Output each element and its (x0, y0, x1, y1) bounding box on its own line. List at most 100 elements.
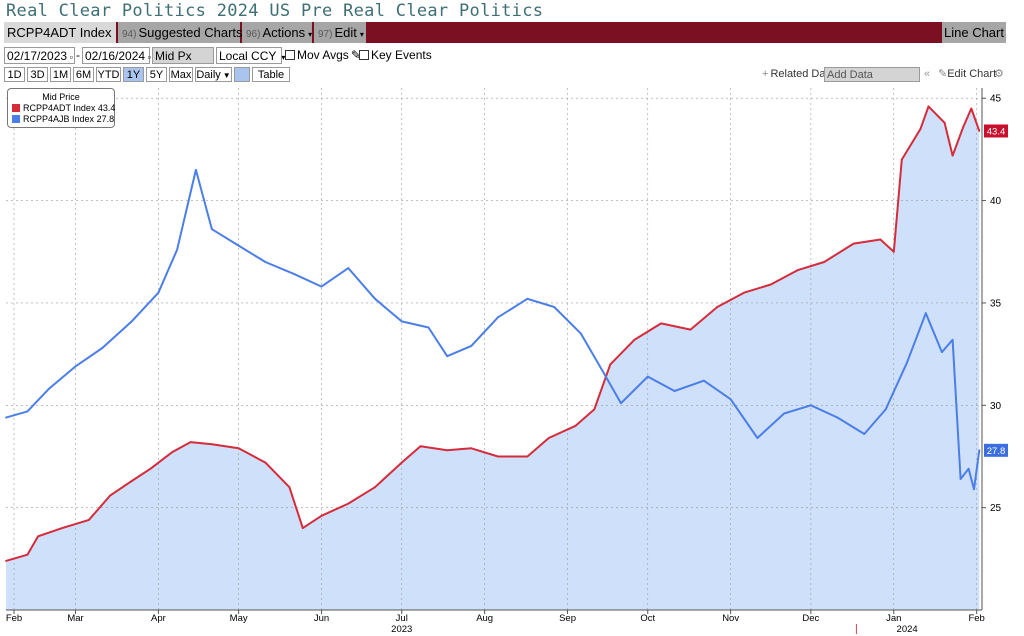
range-button-ytd[interactable]: YTD (96, 67, 121, 82)
range-button-1m[interactable]: 1M (50, 67, 71, 82)
edit-chart-button[interactable]: ✎Edit Chart (938, 67, 996, 82)
data-point (810, 404, 812, 407)
dropdown-arrow-icon: ▾ (359, 30, 364, 39)
data-point (5, 560, 7, 562)
legend-label-rcpp4ajb: RCPP4AJB Index (23, 114, 95, 124)
data-point (716, 306, 719, 308)
data-point (941, 351, 943, 353)
window-title: Real Clear Politics 2024 US Pre Real Cle… (6, 1, 544, 21)
data-point (130, 480, 133, 482)
line-chart-label: Line Chart (942, 22, 1006, 43)
data-point (419, 445, 422, 448)
data-point (176, 248, 179, 251)
data-point (978, 130, 981, 132)
edit-chart-label: Edit Chart (947, 68, 997, 80)
checkbox-icon[interactable] (359, 50, 369, 60)
data-point (593, 408, 596, 411)
data-point (919, 127, 922, 130)
x-tick-label: Apr (151, 613, 166, 624)
data-point (400, 320, 403, 323)
data-point (157, 291, 160, 294)
add-data-input[interactable]: Add Data (824, 67, 920, 82)
data-point (863, 433, 866, 435)
data-point (967, 467, 970, 470)
range-button-6m[interactable]: 6M (73, 67, 94, 82)
end-date-input[interactable]: 02/16/2024 ▫ (82, 47, 151, 64)
y-tick-label: 30 (990, 401, 1002, 412)
data-point (497, 316, 499, 319)
edit-button[interactable]: 97) Edit ▾ (314, 22, 366, 43)
data-point (924, 312, 927, 315)
end-date-value: 02/16/2024 (85, 49, 146, 63)
data-point (109, 494, 112, 497)
series-line-rcpp4adt-index (5, 105, 981, 562)
data-point (211, 443, 213, 446)
table-button[interactable]: Table (252, 67, 290, 82)
related-data-button[interactable]: + Related Dat (762, 67, 829, 82)
key-events-toggle[interactable]: Key Events (359, 47, 432, 64)
data-point (470, 345, 473, 347)
data-point (526, 297, 529, 300)
checkbox-icon[interactable] (285, 50, 295, 60)
data-point (962, 126, 965, 128)
data-point (37, 535, 39, 538)
field-select[interactable]: Mid Px (152, 47, 214, 64)
range-button-max[interactable]: Max (169, 67, 193, 82)
legend-swatch-blue (12, 115, 20, 123)
data-point (320, 514, 323, 517)
pencil-icon[interactable]: ✎ (350, 48, 361, 62)
data-point (574, 424, 577, 427)
range-button-5y[interactable]: 5Y (146, 67, 167, 82)
calendar-icon[interactable]: ▫ (145, 52, 151, 62)
related-data-label: Related Dat (770, 68, 829, 80)
range-button-3d[interactable]: 3D (27, 67, 48, 82)
key-events-label: Key Events (371, 48, 432, 62)
chart-type-button[interactable] (234, 67, 250, 82)
date-separator: - (76, 48, 80, 62)
y-tick-label: 25 (990, 503, 1002, 514)
start-date-value: 02/17/2023 (7, 49, 68, 63)
actions-button[interactable]: 96) Actions ▾ (242, 22, 312, 43)
x-tick-label: Jul (396, 613, 408, 624)
data-point (884, 408, 887, 411)
data-point (796, 269, 799, 272)
range-button-1y[interactable]: 1Y (123, 67, 144, 82)
data-point (47, 388, 50, 390)
area-fill-rcpp4adt (6, 106, 980, 611)
data-point (88, 519, 90, 521)
x-tick-label: Mar (67, 613, 83, 624)
calendar-icon[interactable]: ▫ (67, 52, 73, 62)
series-line-rcpp4ajb-index (5, 168, 981, 491)
mov-avgs-toggle[interactable]: Mov Avgs ✎ (285, 47, 361, 64)
data-point (553, 306, 556, 308)
command-bar: RCPP4ADT Index 94)Suggested Charts▾ 96)A… (4, 22, 1006, 43)
suggested-charts-button[interactable]: 94)Suggested Charts▾ (118, 22, 250, 43)
last-value-tag-rcpp4adt-index: 43.4 (984, 124, 1008, 138)
period-select[interactable]: Daily ▼ (195, 67, 232, 82)
mov-avgs-label: Mov Avgs (297, 48, 349, 62)
year-label: 2023 (391, 624, 412, 635)
last-value-tag-text: 27.8 (987, 446, 1006, 457)
data-point (526, 455, 529, 458)
legend: Mid Price RCPP4ADT Index 43.4 RCPP4AJB I… (7, 88, 115, 128)
y-tick-label: 35 (990, 298, 1002, 309)
data-point (633, 338, 636, 341)
actions-number: 96) (246, 29, 261, 40)
data-point (703, 379, 705, 382)
data-point (211, 228, 213, 231)
range-button-1d[interactable]: 1D (4, 67, 25, 82)
data-point (320, 285, 323, 288)
gear-icon[interactable]: ⚙ (994, 68, 1004, 80)
legend-swatch-red (12, 104, 20, 112)
ticker-field[interactable]: RCPP4ADT Index (4, 22, 116, 43)
plot-area (6, 88, 982, 610)
data-point (347, 502, 350, 505)
data-point (374, 486, 376, 489)
chart-settings-row: 02/17/2023 ▫ - 02/16/2024 ▫ Mid Px Local… (4, 47, 1006, 65)
collapse-icon[interactable]: « (924, 68, 931, 80)
suggested-charts-number: 94) (122, 29, 137, 40)
data-point (646, 375, 649, 378)
currency-select[interactable]: Local CCY ▾ (216, 47, 285, 64)
start-date-input[interactable]: 02/17/2023 ▫ (4, 47, 75, 64)
